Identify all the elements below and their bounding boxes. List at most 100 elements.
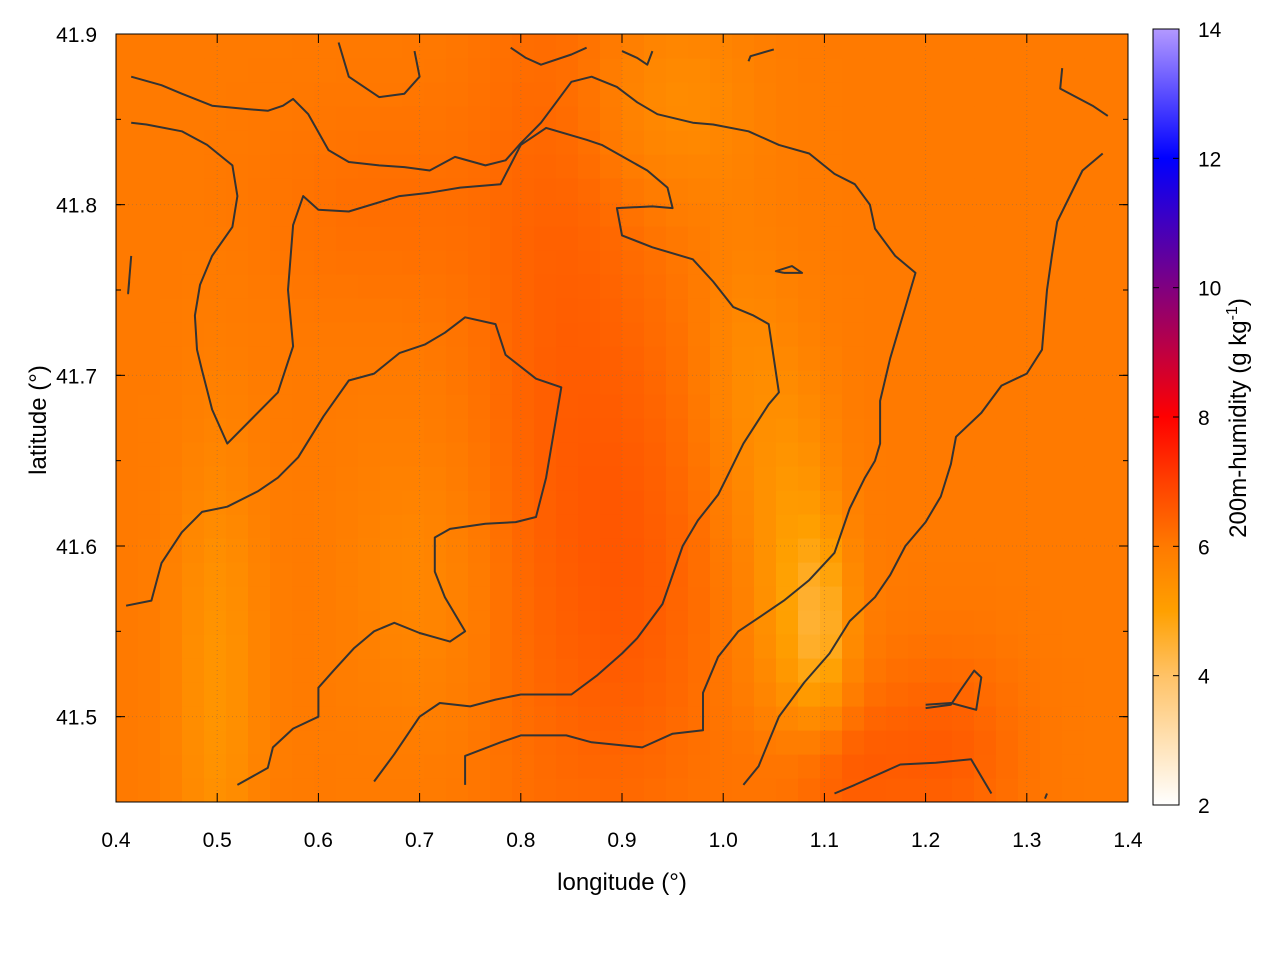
heatmap-cell bbox=[600, 298, 623, 323]
heatmap-cell bbox=[424, 418, 447, 443]
heatmap-cell bbox=[1062, 634, 1085, 659]
heatmap-cell bbox=[908, 58, 931, 83]
heatmap-cell bbox=[490, 394, 513, 419]
heatmap-cell bbox=[182, 154, 205, 179]
heatmap-cell bbox=[116, 418, 139, 443]
heatmap-cell bbox=[974, 250, 997, 275]
heatmap-cell bbox=[402, 514, 425, 539]
heatmap-cell bbox=[864, 250, 887, 275]
heatmap-cell bbox=[600, 778, 623, 802]
heatmap-cell bbox=[600, 370, 623, 395]
heatmap-cell bbox=[336, 82, 359, 107]
heatmap-cell bbox=[754, 706, 777, 731]
heatmap-cell bbox=[776, 466, 799, 491]
heatmap-cell bbox=[666, 82, 689, 107]
heatmap-cell bbox=[402, 586, 425, 611]
heatmap-cell bbox=[556, 706, 579, 731]
heatmap-cell bbox=[798, 298, 821, 323]
heatmap-cell bbox=[182, 58, 205, 83]
heatmap-cell bbox=[248, 34, 271, 59]
heatmap-cell bbox=[446, 730, 469, 755]
heatmap-cell bbox=[1018, 370, 1041, 395]
heatmap-cell bbox=[116, 706, 139, 731]
heatmap-cell bbox=[1040, 274, 1063, 299]
heatmap-cell bbox=[1084, 58, 1107, 83]
heatmap-cell bbox=[842, 58, 865, 83]
heatmap-cell bbox=[204, 682, 227, 707]
heatmap-cell bbox=[578, 706, 601, 731]
y-tick-labels: 41.5 41.6 41.7 41.8 41.9 bbox=[56, 24, 97, 730]
heatmap-cell bbox=[248, 250, 271, 275]
heatmap-cell bbox=[1018, 754, 1041, 779]
heatmap-cell bbox=[1040, 226, 1063, 251]
heatmap-cell bbox=[732, 346, 755, 371]
heatmap-cell bbox=[424, 370, 447, 395]
heatmap-cell bbox=[644, 58, 667, 83]
heatmap-cell bbox=[776, 778, 799, 802]
heatmap-cell bbox=[908, 154, 931, 179]
heatmap-cell bbox=[182, 562, 205, 587]
heatmap-cell bbox=[908, 490, 931, 515]
heatmap-cell bbox=[600, 538, 623, 563]
heatmap-cell bbox=[776, 106, 799, 131]
heatmap-cell bbox=[952, 298, 975, 323]
heatmap-cell bbox=[930, 730, 953, 755]
heatmap-cell bbox=[1084, 562, 1107, 587]
heatmap-cell bbox=[336, 322, 359, 347]
heatmap-cell bbox=[732, 34, 755, 59]
heatmap-cell bbox=[798, 562, 821, 587]
heatmap-cell bbox=[468, 106, 491, 131]
heatmap-cell bbox=[160, 610, 183, 635]
heatmap-cell bbox=[1084, 370, 1107, 395]
colorbar-tick-label: 14 bbox=[1198, 19, 1222, 42]
heatmap-cell bbox=[402, 682, 425, 707]
heatmap-cell bbox=[600, 346, 623, 371]
heatmap-cell bbox=[1040, 202, 1063, 227]
heatmap-cell bbox=[138, 346, 161, 371]
heatmap-cell bbox=[666, 202, 689, 227]
heatmap-cell bbox=[754, 658, 777, 683]
heatmap-cell bbox=[688, 106, 711, 131]
heatmap-cell bbox=[864, 274, 887, 299]
heatmap-cell bbox=[468, 82, 491, 107]
heatmap-cell bbox=[952, 562, 975, 587]
heatmap-cell bbox=[644, 226, 667, 251]
heatmap-cell bbox=[424, 658, 447, 683]
heatmap-cell bbox=[1040, 538, 1063, 563]
heatmap-cell bbox=[292, 178, 315, 203]
heatmap-cell bbox=[512, 634, 535, 659]
heatmap-cell bbox=[534, 634, 557, 659]
heatmap-cell bbox=[600, 658, 623, 683]
heatmap-cell bbox=[204, 586, 227, 611]
heatmap-cell bbox=[182, 274, 205, 299]
contour-line bbox=[1044, 793, 1048, 799]
heatmap-cell bbox=[842, 514, 865, 539]
heatmap-cell bbox=[336, 538, 359, 563]
heatmap-cell bbox=[864, 394, 887, 419]
heatmap-cell bbox=[138, 754, 161, 779]
heatmap-cell bbox=[314, 82, 337, 107]
heatmap-cell bbox=[798, 778, 821, 802]
heatmap-cell bbox=[864, 418, 887, 443]
heatmap-cell bbox=[732, 202, 755, 227]
colorbar-tick-label: 4 bbox=[1198, 666, 1210, 689]
heatmap-cell bbox=[732, 682, 755, 707]
heatmap-cell bbox=[1018, 106, 1041, 131]
heatmap-cell bbox=[776, 730, 799, 755]
heatmap-cell bbox=[292, 274, 315, 299]
heatmap-cell bbox=[908, 634, 931, 659]
heatmap-cell bbox=[908, 226, 931, 251]
heatmap-cell bbox=[1084, 130, 1107, 155]
contour-line bbox=[1059, 68, 1109, 117]
heatmap-cell bbox=[930, 538, 953, 563]
heatmap-cell bbox=[226, 586, 249, 611]
heatmap-cell bbox=[336, 466, 359, 491]
heatmap-cell bbox=[138, 370, 161, 395]
heatmap-cell bbox=[490, 322, 513, 347]
heatmap-cell bbox=[1018, 730, 1041, 755]
heatmap-cell bbox=[556, 418, 579, 443]
heatmap-cell bbox=[292, 346, 315, 371]
heatmap-cell bbox=[226, 706, 249, 731]
heatmap-cell bbox=[1062, 682, 1085, 707]
heatmap-cell bbox=[1084, 778, 1107, 802]
